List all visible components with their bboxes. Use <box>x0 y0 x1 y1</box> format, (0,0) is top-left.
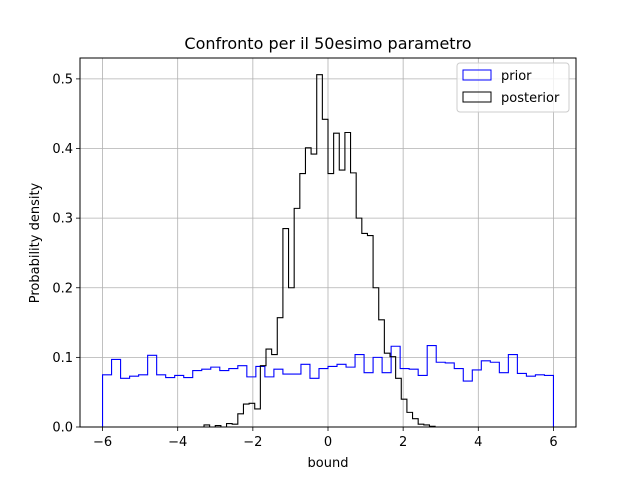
x-tick-label: −4 <box>168 435 187 450</box>
x-axis-label: bound <box>308 456 349 471</box>
series-layer <box>101 74 555 428</box>
y-axis-label: Probability density <box>28 182 43 303</box>
series-prior-step-line <box>101 344 555 427</box>
x-tick-label: 2 <box>399 435 407 450</box>
legend-frame <box>456 62 570 113</box>
y-axis-ticks: 0.0 0.1 0.2 0.3 0.4 0.5 <box>52 72 80 436</box>
x-tick-label: −6 <box>93 435 112 450</box>
y-tick-label: 0.4 <box>52 142 73 157</box>
legend-swatch-posterior <box>462 91 492 103</box>
legend-label-posterior: posterior <box>501 91 560 106</box>
x-tick-label: 6 <box>549 435 557 450</box>
x-tick-label: 0 <box>324 435 332 450</box>
y-tick-label: 0.3 <box>52 212 73 227</box>
chart-title: Confronto per il 50esimo parametro <box>184 34 471 53</box>
series-posterior-step-line <box>203 74 452 428</box>
y-tick-label: 0.0 <box>52 421 73 436</box>
legend-label-prior: prior <box>501 69 532 84</box>
legend: prior posterior <box>456 62 570 113</box>
y-tick-label: 0.1 <box>52 351 73 366</box>
x-tick-label: 4 <box>474 435 482 450</box>
legend-swatch-prior <box>462 69 492 81</box>
y-tick-label: 0.5 <box>52 72 73 87</box>
y-tick-label: 0.2 <box>52 281 73 296</box>
x-tick-label: −2 <box>243 435 262 450</box>
x-axis-ticks: −6 −4 −2 0 2 4 6 <box>93 427 558 450</box>
